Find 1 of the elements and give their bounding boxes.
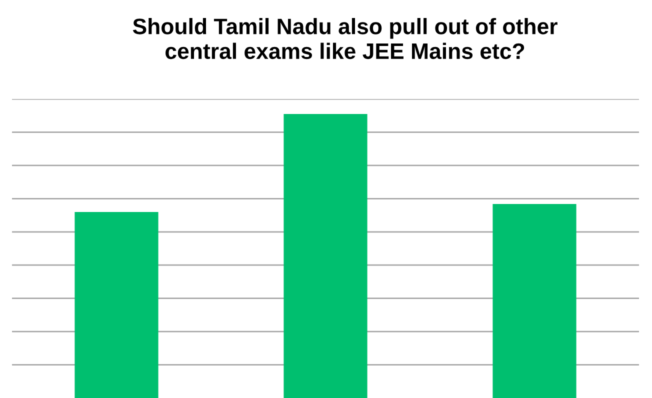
chart-title: Should Tamil Nadu also pull out of other central exams like JEE Mains etc? [132, 18, 558, 60]
